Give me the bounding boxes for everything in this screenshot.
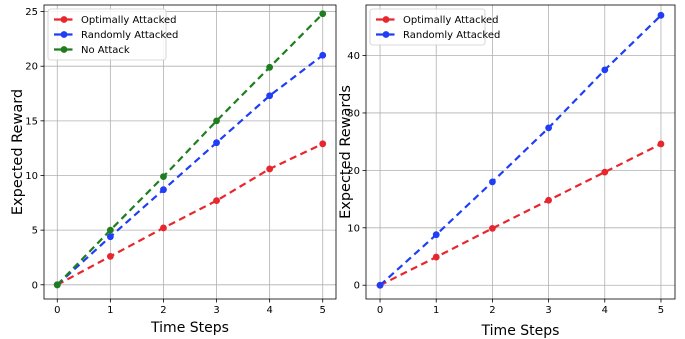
x-axis-label: Time Steps (150, 320, 229, 336)
legend: Optimally Attacked Randomly Attacked (369, 8, 500, 46)
data-point (489, 178, 496, 186)
x-tick-label: 5 (320, 305, 326, 316)
series-line-no-attack (56, 12, 324, 286)
data-point (106, 226, 114, 234)
data-point (545, 196, 552, 204)
data-point (376, 281, 384, 289)
data-point (53, 281, 61, 289)
x-tick-label: 5 (658, 305, 664, 316)
data-point (319, 140, 327, 148)
x-axis-label: Time Steps (481, 323, 560, 339)
x-tick-label: 4 (266, 305, 272, 316)
data-point (657, 11, 665, 19)
x-tick-label: 4 (602, 305, 608, 316)
y-tick-label: 10 (25, 171, 38, 182)
legend-label: Optimally Attacked (403, 15, 499, 26)
data-point (160, 186, 167, 194)
y-tick-label: 10 (347, 223, 360, 234)
legend-marker (382, 31, 390, 38)
y-tick-label: 20 (25, 62, 38, 73)
x-tick-label: 0 (54, 305, 60, 316)
x-tick-label: 0 (377, 305, 383, 316)
series-line-randomly-attacked (379, 14, 662, 287)
legend-label: Randomly Attacked (81, 30, 178, 41)
x-tick-label: 1 (107, 305, 113, 316)
legend: Optimally Attacked Randomly Attacked No At… (47, 8, 178, 61)
y-tick-label: 0 (354, 281, 360, 292)
data-point (160, 173, 167, 180)
chart-panel-1: 0 1 2 3 4 5 0 5 10 15 20 25 Optimally Attacked Random… (10, 4, 337, 336)
data-point (213, 197, 220, 205)
data-point (266, 63, 274, 71)
y-tick-label: 15 (25, 116, 38, 127)
y-tick-label: 40 (347, 51, 360, 62)
x-tick-label: 2 (160, 305, 166, 316)
legend-marker (60, 16, 68, 23)
data-point (319, 51, 327, 59)
data-point (266, 92, 274, 100)
legend-label: No Attack (81, 45, 130, 56)
chart-panel-2: 0 1 2 3 4 5 0 10 20 30 40 Optimally Attacked Randoml… (338, 4, 676, 339)
x-tick-label: 2 (489, 305, 495, 316)
series-line-optimally-attacked (379, 142, 662, 287)
legend-box (369, 8, 486, 46)
data-point (319, 10, 327, 18)
legend-label: Randomly Attacked (403, 30, 500, 41)
series-line-optimally-attacked (56, 142, 324, 286)
y-tick-label: 20 (347, 166, 360, 177)
y-axis-label: Expected Reward (10, 89, 26, 215)
x-tick-label: 3 (545, 305, 551, 316)
data-point (432, 231, 440, 239)
legend-box (47, 8, 167, 61)
data-point (601, 168, 609, 176)
data-point (266, 165, 274, 173)
data-point (432, 253, 440, 261)
legend-marker (60, 31, 68, 38)
y-tick-label: 5 (32, 226, 38, 237)
plot-area-frame (43, 4, 337, 300)
data-point (545, 124, 552, 132)
x-tick-label: 1 (433, 305, 439, 316)
x-tick-label: 3 (213, 305, 219, 316)
data-point (213, 139, 220, 147)
data-point (106, 233, 114, 241)
legend-marker (382, 16, 390, 23)
data-point (657, 140, 665, 148)
y-tick-label: 25 (25, 7, 38, 18)
data-point (106, 252, 114, 260)
data-point (213, 117, 220, 125)
data-point (489, 224, 496, 232)
series-line-randomly-attacked (56, 54, 324, 286)
data-point (601, 66, 609, 74)
y-tick-label: 30 (347, 108, 360, 119)
legend-label: Optimally Attacked (81, 15, 177, 26)
legend-marker (60, 46, 68, 53)
data-point (160, 224, 167, 232)
y-axis-label: Expected Rewards (338, 85, 354, 219)
y-tick-label: 0 (32, 280, 38, 291)
plot-area-frame (365, 4, 676, 300)
